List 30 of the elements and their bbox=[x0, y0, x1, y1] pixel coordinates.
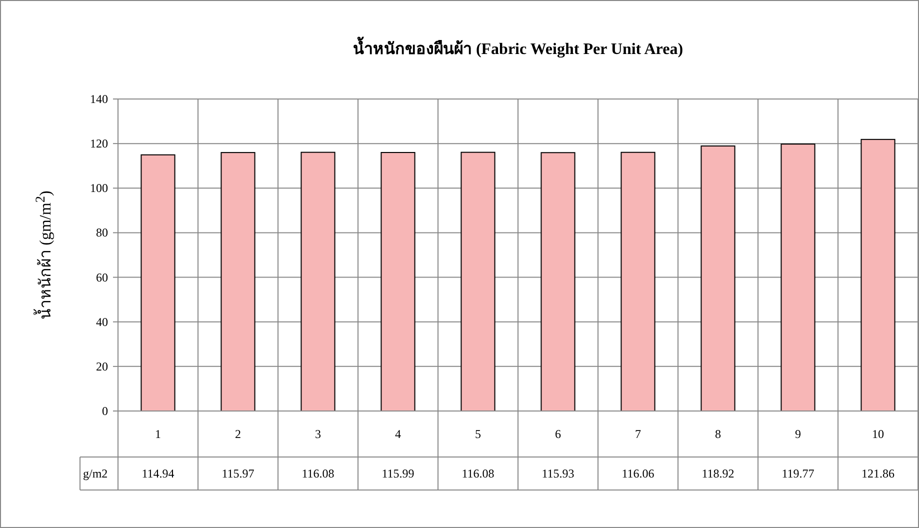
x-tick-label: 10 bbox=[872, 427, 884, 441]
x-tick-label: 7 bbox=[635, 427, 641, 441]
y-tick-label: 0 bbox=[102, 404, 108, 418]
data-label: 115.97 bbox=[222, 466, 254, 480]
x-tick-label: 9 bbox=[795, 427, 801, 441]
y-tick-label: 100 bbox=[90, 181, 108, 196]
data-label: 116.08 bbox=[462, 466, 494, 480]
x-tick-label: 4 bbox=[395, 427, 401, 441]
data-label: 115.99 bbox=[382, 466, 414, 480]
y-tick-label: 140 bbox=[90, 92, 108, 106]
data-label: 114.94 bbox=[142, 466, 174, 480]
x-tick-label: 8 bbox=[715, 427, 721, 441]
x-tick-label: 3 bbox=[315, 427, 321, 441]
data-label: 115.93 bbox=[542, 466, 574, 480]
data-label: 119.77 bbox=[782, 466, 814, 480]
data-label: 118.92 bbox=[702, 466, 734, 480]
y-tick-label: 120 bbox=[90, 136, 108, 151]
x-tick-label: 6 bbox=[555, 427, 561, 441]
y-tick-label: 60 bbox=[96, 270, 108, 284]
y-tick-label: 40 bbox=[96, 314, 108, 329]
data-label: 121.86 bbox=[862, 466, 894, 480]
chart-title: น้ำหนักของผืนผ้า (Fabric Weight Per Unit Area) bbox=[352, 36, 684, 60]
x-tick-label: 1 bbox=[155, 427, 161, 441]
data-label: 116.06 bbox=[622, 466, 654, 480]
data-label: 116.08 bbox=[302, 466, 334, 480]
y-tick-label: 20 bbox=[96, 359, 108, 374]
text: g/m2 bbox=[83, 466, 108, 480]
y-tick-label: 80 bbox=[96, 226, 108, 240]
x-tick-label: 5 bbox=[475, 427, 481, 441]
x-tick-label: 2 bbox=[235, 427, 241, 441]
